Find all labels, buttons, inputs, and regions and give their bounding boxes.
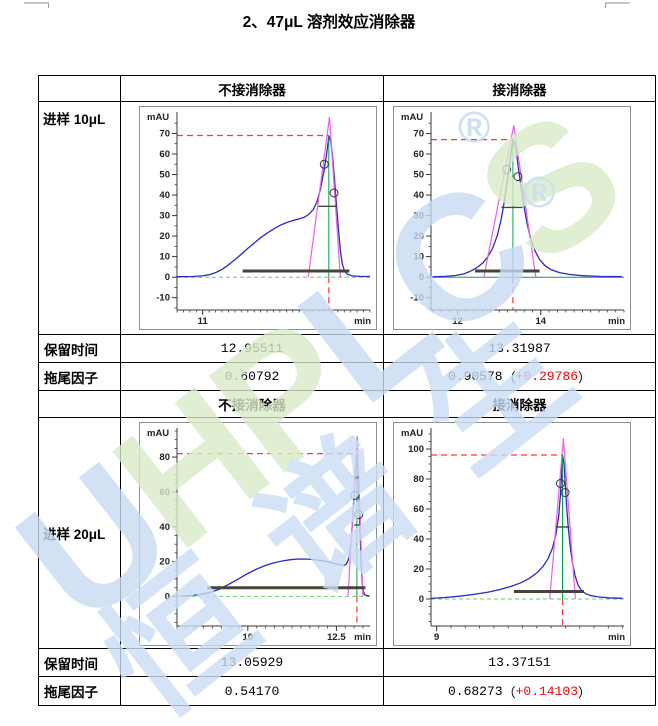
retention-time-10ul-without: 12.95511: [121, 335, 384, 363]
col-header-with-eliminator-2: 接消除器: [384, 391, 655, 418]
tailing-delta: +0.29786: [515, 369, 579, 384]
svg-text:20: 20: [159, 231, 170, 242]
svg-text:60: 60: [413, 149, 424, 160]
tailing-delta: +0.14103: [515, 683, 579, 699]
svg-text:40: 40: [159, 522, 170, 533]
svg-text:50: 50: [159, 170, 170, 181]
svg-text:0: 0: [419, 272, 424, 283]
page-corner-mark-left: [24, 2, 49, 8]
svg-text:mAU: mAU: [401, 112, 423, 123]
svg-text:30: 30: [159, 211, 170, 222]
svg-text:9: 9: [434, 632, 439, 643]
paren-open: （: [502, 685, 516, 701]
paren-close: ）: [578, 685, 592, 701]
chart-cell-20ul-with: 0 20 40 60 80 100 9 mAU min: [384, 418, 655, 649]
svg-text:70: 70: [159, 129, 170, 140]
page-title: 2、47μL 溶剂效应消除器: [242, 14, 416, 31]
svg-text:10: 10: [413, 252, 424, 263]
svg-text:40: 40: [413, 190, 424, 201]
svg-text:60: 60: [159, 487, 170, 498]
results-table: 不接消除器 接消除器 进样 10μL -10 0 10 20 30 40 50 60 70 11 m…: [38, 75, 656, 706]
tailing-factor-20ul-without: 0.54170: [121, 677, 384, 705]
svg-text:60: 60: [159, 149, 170, 160]
svg-text:min: min: [354, 316, 371, 327]
sample-label-10ul: 进样 10μL: [39, 102, 121, 335]
paren-open: （: [502, 371, 516, 386]
svg-text:mAU: mAU: [147, 112, 169, 123]
svg-text:mAU: mAU: [147, 428, 169, 439]
tailing-factor-10ul-with: 0.90578 （+0.29786）: [384, 363, 655, 391]
svg-text:min: min: [608, 316, 625, 327]
retention-time-label-1: 保留时间: [39, 335, 121, 363]
chromatogram-20ul-with-eliminator: 0 20 40 60 80 100 9 mAU min: [393, 422, 631, 646]
tailing-value: 0.90578: [447, 369, 503, 384]
svg-text:0: 0: [165, 272, 170, 283]
chart-cell-10ul-with: -10 0 10 20 30 40 50 60 70 12 14 mAU min: [384, 102, 655, 335]
svg-text:80: 80: [413, 474, 424, 485]
tailing-factor-20ul-with: 0.68273 （+0.14103）: [384, 677, 655, 705]
chart-cell-20ul-without: 0 20 40 60 80 10 12.5 mAU min: [121, 418, 384, 649]
retention-time-label-2: 保留时间: [39, 649, 121, 677]
tailing-value: 0.68273: [447, 683, 503, 699]
page-corner-mark-right: [605, 2, 630, 8]
col-header-with-eliminator: 接消除器: [384, 76, 655, 102]
paren-close: ）: [578, 371, 592, 386]
retention-time-20ul-with: 13.37151: [384, 649, 655, 677]
svg-text:20: 20: [159, 557, 170, 568]
svg-text:min: min: [354, 632, 371, 643]
svg-text:0: 0: [419, 594, 424, 605]
tailing-factor-label-1: 拖尾因子: [39, 363, 121, 391]
retention-time-20ul-without: 13.05929: [121, 649, 384, 677]
svg-text:30: 30: [413, 211, 424, 222]
svg-text:mAU: mAU: [401, 428, 423, 439]
tailing-factor-label-2: 拖尾因子: [39, 677, 121, 705]
col-header-without-eliminator: 不接消除器: [121, 76, 384, 102]
chart-cell-10ul-without: -10 0 10 20 30 40 50 60 70 11 mAU min: [121, 102, 384, 335]
chromatogram-10ul-without-eliminator: -10 0 10 20 30 40 50 60 70 11 mAU min: [139, 106, 377, 330]
svg-text:-10: -10: [410, 293, 424, 304]
svg-text:14: 14: [536, 316, 547, 327]
svg-text:70: 70: [413, 129, 424, 140]
sample-label-20ul: 进样 20μL: [39, 418, 121, 649]
svg-text:20: 20: [413, 564, 424, 575]
header-corner-cell: [39, 76, 121, 102]
svg-text:40: 40: [159, 190, 170, 201]
svg-text:11: 11: [198, 316, 209, 327]
svg-text:min: min: [608, 632, 625, 643]
svg-text:80: 80: [159, 452, 170, 463]
svg-text:12.5: 12.5: [327, 632, 346, 643]
retention-time-10ul-with: 13.31987: [384, 335, 655, 363]
svg-text:0: 0: [165, 591, 170, 602]
svg-text:10: 10: [243, 632, 254, 643]
col-header-without-eliminator-2: 不接消除器: [121, 391, 384, 418]
svg-text:100: 100: [408, 444, 424, 455]
svg-text:60: 60: [413, 504, 424, 515]
svg-text:20: 20: [413, 231, 424, 242]
svg-text:10: 10: [159, 252, 170, 263]
svg-text:40: 40: [413, 534, 424, 545]
tailing-factor-10ul-without: 0.60792: [121, 363, 384, 391]
chromatogram-20ul-without-eliminator: 0 20 40 60 80 10 12.5 mAU min: [139, 422, 377, 646]
header-corner-cell-2: [39, 391, 121, 418]
chromatogram-10ul-with-eliminator: -10 0 10 20 30 40 50 60 70 12 14 mAU min: [393, 106, 631, 330]
svg-text:12: 12: [452, 316, 463, 327]
svg-text:50: 50: [413, 170, 424, 181]
svg-text:-10: -10: [156, 293, 170, 304]
